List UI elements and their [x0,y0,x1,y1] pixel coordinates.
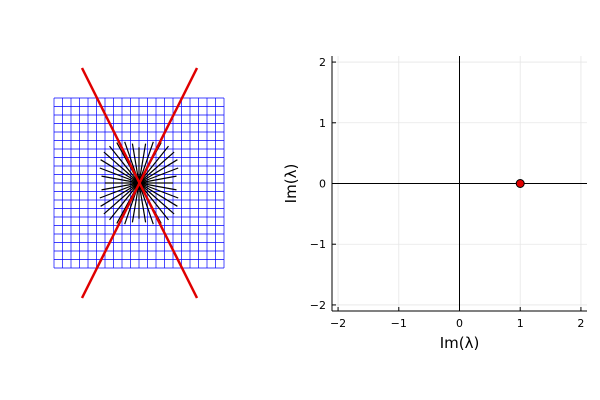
spoke-line [131,143,140,184]
y-tick-label: 0 [319,178,326,191]
x-tick-label: −2 [330,317,346,330]
x-tick-label: −1 [391,317,407,330]
y-tick-label: −2 [310,299,326,312]
left-spokes [99,141,179,225]
spoke-line [138,182,177,191]
spoke-line [138,175,177,184]
data-point [515,179,525,188]
spoke-line [138,167,179,184]
x-tick-label: 0 [456,317,463,330]
spoke-line [101,175,140,184]
spoke-line [138,151,175,184]
spoke-line [99,182,140,199]
spoke-line [99,167,140,184]
y-tick-label: −1 [310,238,326,251]
y-axis-label: Im(λ) [282,164,300,204]
left-red-lines [80,67,199,299]
spoke-line [138,182,178,207]
spoke-line [138,182,147,223]
spoke-line [138,182,154,225]
spoke-line [138,143,147,184]
spoke-line [138,182,179,199]
spoke-line [109,145,140,184]
spoke-line [103,182,140,215]
spoke-line [101,182,140,191]
spoke-line [138,141,154,184]
spoke-line [109,182,140,221]
x-tick-label: 2 [577,317,584,330]
spoke-line [131,182,140,223]
spoke-line [100,182,140,207]
y-tick-label: 1 [319,117,326,130]
red-line [80,67,199,299]
spoke-line [138,159,178,184]
spoke-line [103,151,140,184]
x-tick-label: 1 [517,317,524,330]
spoke-line [138,182,175,215]
y-tick-label: 2 [319,56,326,69]
x-axis-label: Im(λ) [440,334,480,352]
spoke-line [100,159,140,184]
